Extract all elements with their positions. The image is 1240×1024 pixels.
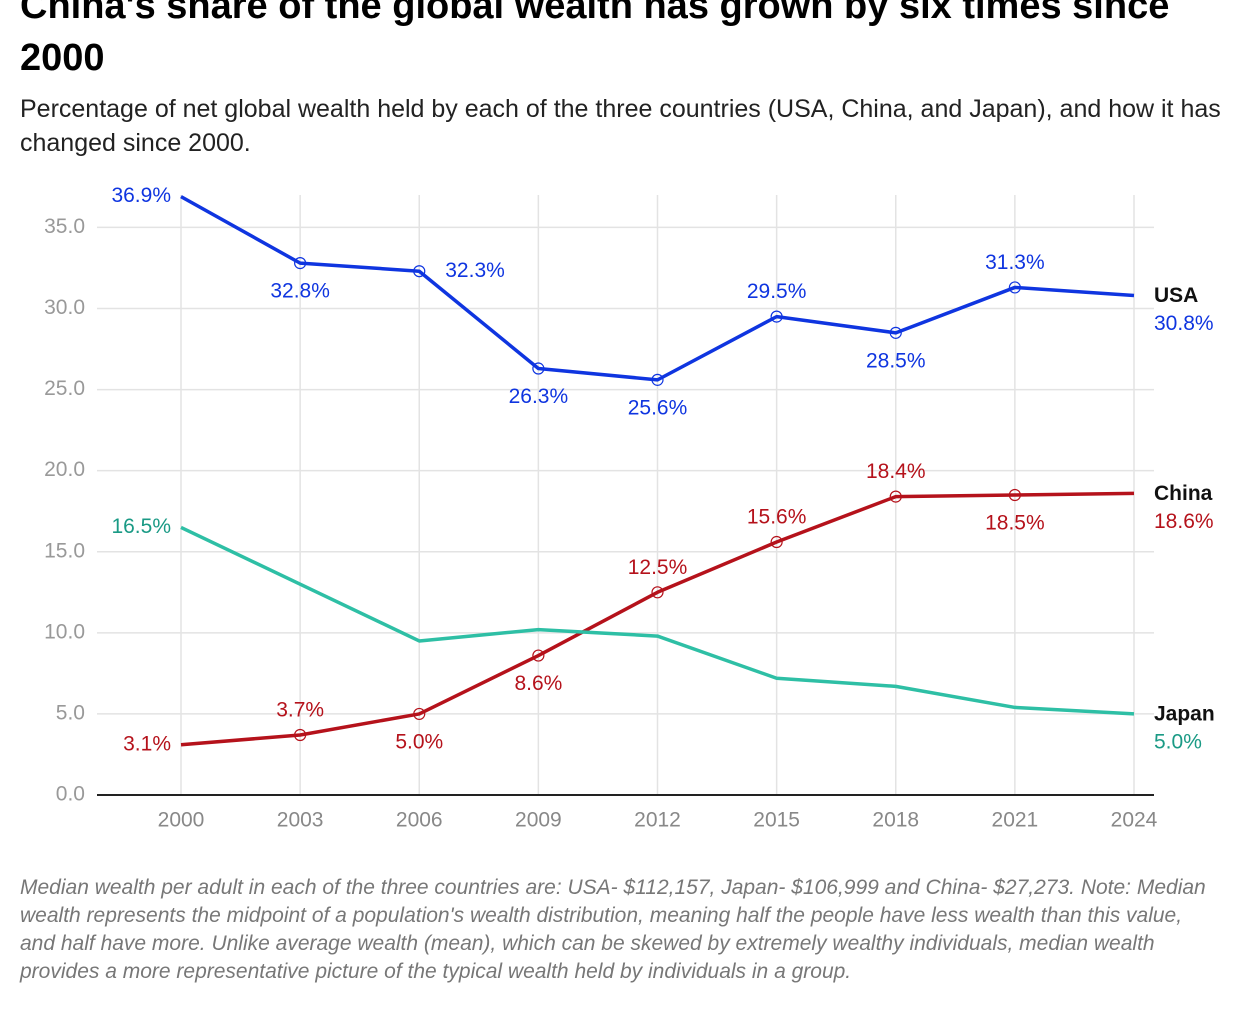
value-label: 8.6% — [514, 672, 562, 695]
x-tick-label: 2003 — [277, 809, 324, 832]
value-label: 32.3% — [445, 259, 505, 282]
y-tick-label: 30.0 — [44, 296, 85, 319]
x-tick-label: 2000 — [158, 809, 205, 832]
value-label: 18.5% — [985, 512, 1045, 535]
y-tick-label: 10.0 — [44, 620, 85, 643]
y-tick-label: 15.0 — [44, 539, 85, 562]
data-point — [770, 535, 783, 549]
data-point — [413, 265, 426, 278]
chart-title: China's share of the global wealth has g… — [20, 0, 1170, 79]
value-label: 32.8% — [270, 280, 330, 303]
x-tick-label: 2009 — [515, 809, 562, 832]
value-label: 18.6% — [1154, 510, 1214, 533]
data-point — [889, 490, 902, 503]
x-tick-label: 2015 — [753, 809, 800, 832]
value-label: 31.3% — [985, 251, 1045, 274]
value-label: 3.7% — [276, 699, 324, 722]
data-point — [651, 586, 664, 599]
value-label: 30.8% — [1154, 312, 1214, 335]
data-point — [532, 362, 545, 375]
series-line — [180, 491, 1135, 747]
data-point — [532, 649, 545, 662]
chart-note: Median wealth per adult in each of the t… — [20, 876, 1206, 983]
x-tick-label: 2021 — [992, 809, 1039, 832]
data-point — [1008, 488, 1021, 502]
value-label: 18.4% — [866, 460, 926, 483]
value-label: 29.5% — [747, 280, 807, 303]
data-point — [413, 707, 426, 721]
y-tick-label: 5.0 — [56, 701, 85, 724]
data-point — [294, 257, 307, 270]
series-name: China — [1154, 482, 1213, 505]
y-tick-label: 20.0 — [44, 458, 85, 481]
series-name: Japan — [1154, 702, 1215, 725]
data-point — [889, 326, 902, 339]
x-tick-label: 2018 — [872, 809, 919, 832]
x-tick-label: 2012 — [634, 809, 681, 832]
series-line — [180, 525, 1135, 716]
value-label: 3.1% — [123, 732, 171, 755]
value-label: 25.6% — [628, 396, 688, 419]
value-label: 26.3% — [509, 385, 569, 408]
data-point — [294, 728, 307, 742]
value-label: 5.0% — [1154, 730, 1202, 753]
chart-subtitle: Percentage of net global wealth held by … — [20, 95, 1221, 157]
value-label: 36.9% — [111, 184, 171, 207]
value-label: 15.6% — [747, 506, 807, 529]
y-tick-label: 25.0 — [44, 377, 85, 400]
y-tick-label: 35.0 — [44, 215, 85, 238]
y-tick-label: 0.0 — [56, 783, 85, 806]
x-tick-label: 2024 — [1111, 809, 1158, 832]
value-label: 16.5% — [111, 515, 171, 538]
value-label: 5.0% — [395, 730, 443, 753]
data-point — [651, 373, 664, 386]
chart: 2000 2003 2006 2009 2012 2015 2018 2021 2024 0.0 5… — [44, 184, 1215, 832]
data-point — [1008, 281, 1021, 294]
value-label: 28.5% — [866, 349, 926, 372]
series-line — [180, 195, 1135, 382]
value-label: 12.5% — [628, 556, 688, 579]
x-tick-label: 2006 — [396, 809, 443, 832]
series-name: USA — [1154, 284, 1198, 307]
data-point — [770, 310, 783, 323]
